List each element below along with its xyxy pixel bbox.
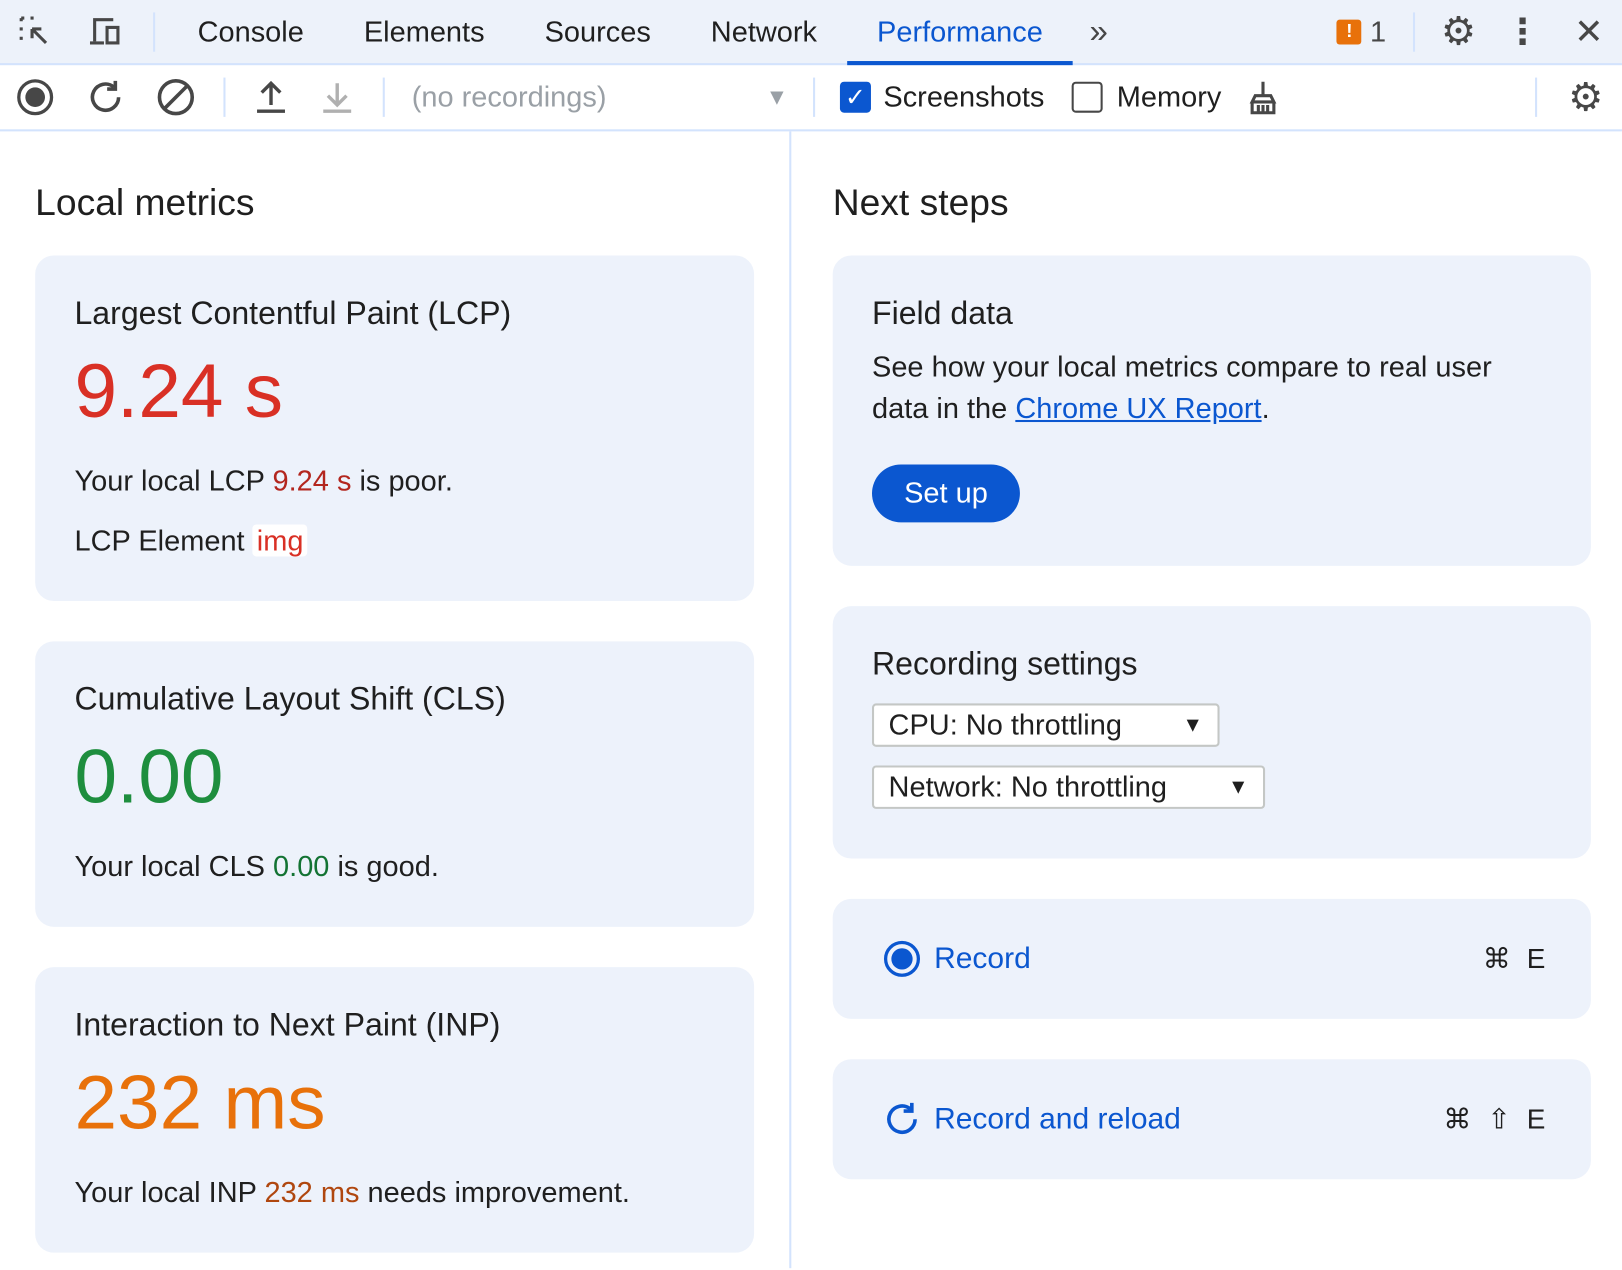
network-throttling-select[interactable]: Network: No throttling ▼ [871, 765, 1266, 809]
record-icon [883, 940, 921, 977]
checkbox-unchecked-icon [1071, 81, 1103, 113]
more-options-icon[interactable]: ⋮ [1505, 11, 1541, 52]
device-toolbar-icon[interactable] [70, 0, 140, 63]
cls-value: 0.00 [74, 733, 224, 820]
dropdown-arrow-icon: ▼ [1182, 713, 1204, 736]
section-title: Next steps [832, 181, 1009, 224]
section-title: Local metrics [35, 181, 255, 224]
cls-card: Cumulative Layout Shift (CLS) 0.00 Your … [35, 641, 755, 927]
divider [153, 11, 156, 52]
record-and-reload-action[interactable]: Record and reload ⌘ ⇧ E [832, 1059, 1591, 1180]
lcp-element: LCP Element img [74, 520, 714, 561]
upload-icon[interactable] [238, 79, 304, 116]
inspect-element-icon[interactable] [0, 0, 70, 63]
record-action[interactable]: Record ⌘ E [832, 898, 1591, 1019]
record-shortcut: ⌘ E [1482, 942, 1550, 974]
lcp-value: 9.24 s [74, 347, 284, 434]
cls-description: Your local CLS 0.00 is good. [74, 850, 439, 883]
capture-settings-gear-icon[interactable]: ⚙ [1568, 76, 1604, 120]
metric-title: Interaction to Next Paint (INP) [74, 1006, 501, 1043]
tab-sources[interactable]: Sources [544, 14, 651, 48]
inp-description: Your local INP 232 ms needs improvement. [74, 1176, 630, 1209]
recording-settings-card: Recording settings CPU: No throttling ▼ N… [832, 606, 1591, 859]
divider [813, 77, 816, 117]
tab-console[interactable]: Console [197, 14, 304, 48]
tab-elements[interactable]: Elements [363, 14, 485, 48]
tab-network[interactable]: Network [710, 14, 818, 48]
lcp-description: Your local LCP 9.24 s is poor. [74, 464, 453, 497]
reload-record-icon[interactable] [70, 78, 140, 117]
divider [1535, 77, 1538, 117]
card-title: Recording settings [871, 645, 1138, 682]
reload-icon [887, 1102, 917, 1135]
divider [223, 77, 226, 117]
issues-button[interactable]: ! 1 [1336, 15, 1386, 48]
performance-toolbar: (no recordings) ▼ ✓ Screenshots Memory ⚙ [0, 65, 1622, 132]
divider [382, 77, 385, 117]
close-icon[interactable]: ✕ [1574, 11, 1604, 52]
devtools-tabbar: Console Elements Sources Network Perform… [0, 0, 1622, 66]
metric-title: Largest Contentful Paint (LCP) [74, 294, 512, 332]
record-button-icon[interactable] [0, 78, 70, 117]
lcp-card: Largest Contentful Paint (LCP) 9.24 s Yo… [35, 255, 755, 601]
cpu-throttling-select[interactable]: CPU: No throttling ▼ [871, 703, 1220, 747]
set-up-button[interactable]: Set up [871, 464, 1020, 523]
dropdown-arrow-icon: ▼ [765, 83, 789, 110]
settings-gear-icon[interactable]: ⚙ [1440, 10, 1477, 54]
checkbox-checked-icon: ✓ [839, 81, 871, 113]
chrome-ux-report-link[interactable]: Chrome UX Report [1015, 392, 1262, 425]
field-data-card: Field data See how your local metrics co… [832, 255, 1591, 566]
screenshots-checkbox[interactable]: ✓ Screenshots [839, 81, 1044, 114]
metric-title: Cumulative Layout Shift (CLS) [74, 680, 506, 717]
inp-card: Interaction to Next Paint (INP) 232 ms Y… [35, 967, 755, 1253]
garbage-collect-broom-icon[interactable] [1221, 79, 1304, 116]
issue-warning-icon: ! [1336, 19, 1362, 44]
dropdown-arrow-icon: ▼ [1228, 775, 1249, 799]
recordings-dropdown[interactable]: (no recordings) ▼ [411, 80, 789, 113]
clear-icon[interactable] [141, 78, 211, 117]
field-data-description: See how your local metrics compare to re… [871, 350, 1492, 425]
record-and-reload-shortcut: ⌘ ⇧ E [1443, 1103, 1550, 1135]
download-icon [304, 79, 370, 116]
divider [1412, 11, 1416, 52]
next-steps-panel: Next steps Field data See how your local… [791, 131, 1622, 1268]
tab-performance[interactable]: Performance [847, 0, 1074, 66]
local-metrics-panel: Local metrics Largest Contentful Paint (… [0, 131, 792, 1269]
lcp-element-link[interactable]: img [252, 524, 308, 557]
more-tabs-chevron-icon[interactable]: » [1089, 12, 1108, 50]
inp-value: 232 ms [74, 1059, 326, 1146]
card-title: Field data [871, 294, 1013, 332]
memory-checkbox[interactable]: Memory [1071, 81, 1221, 114]
